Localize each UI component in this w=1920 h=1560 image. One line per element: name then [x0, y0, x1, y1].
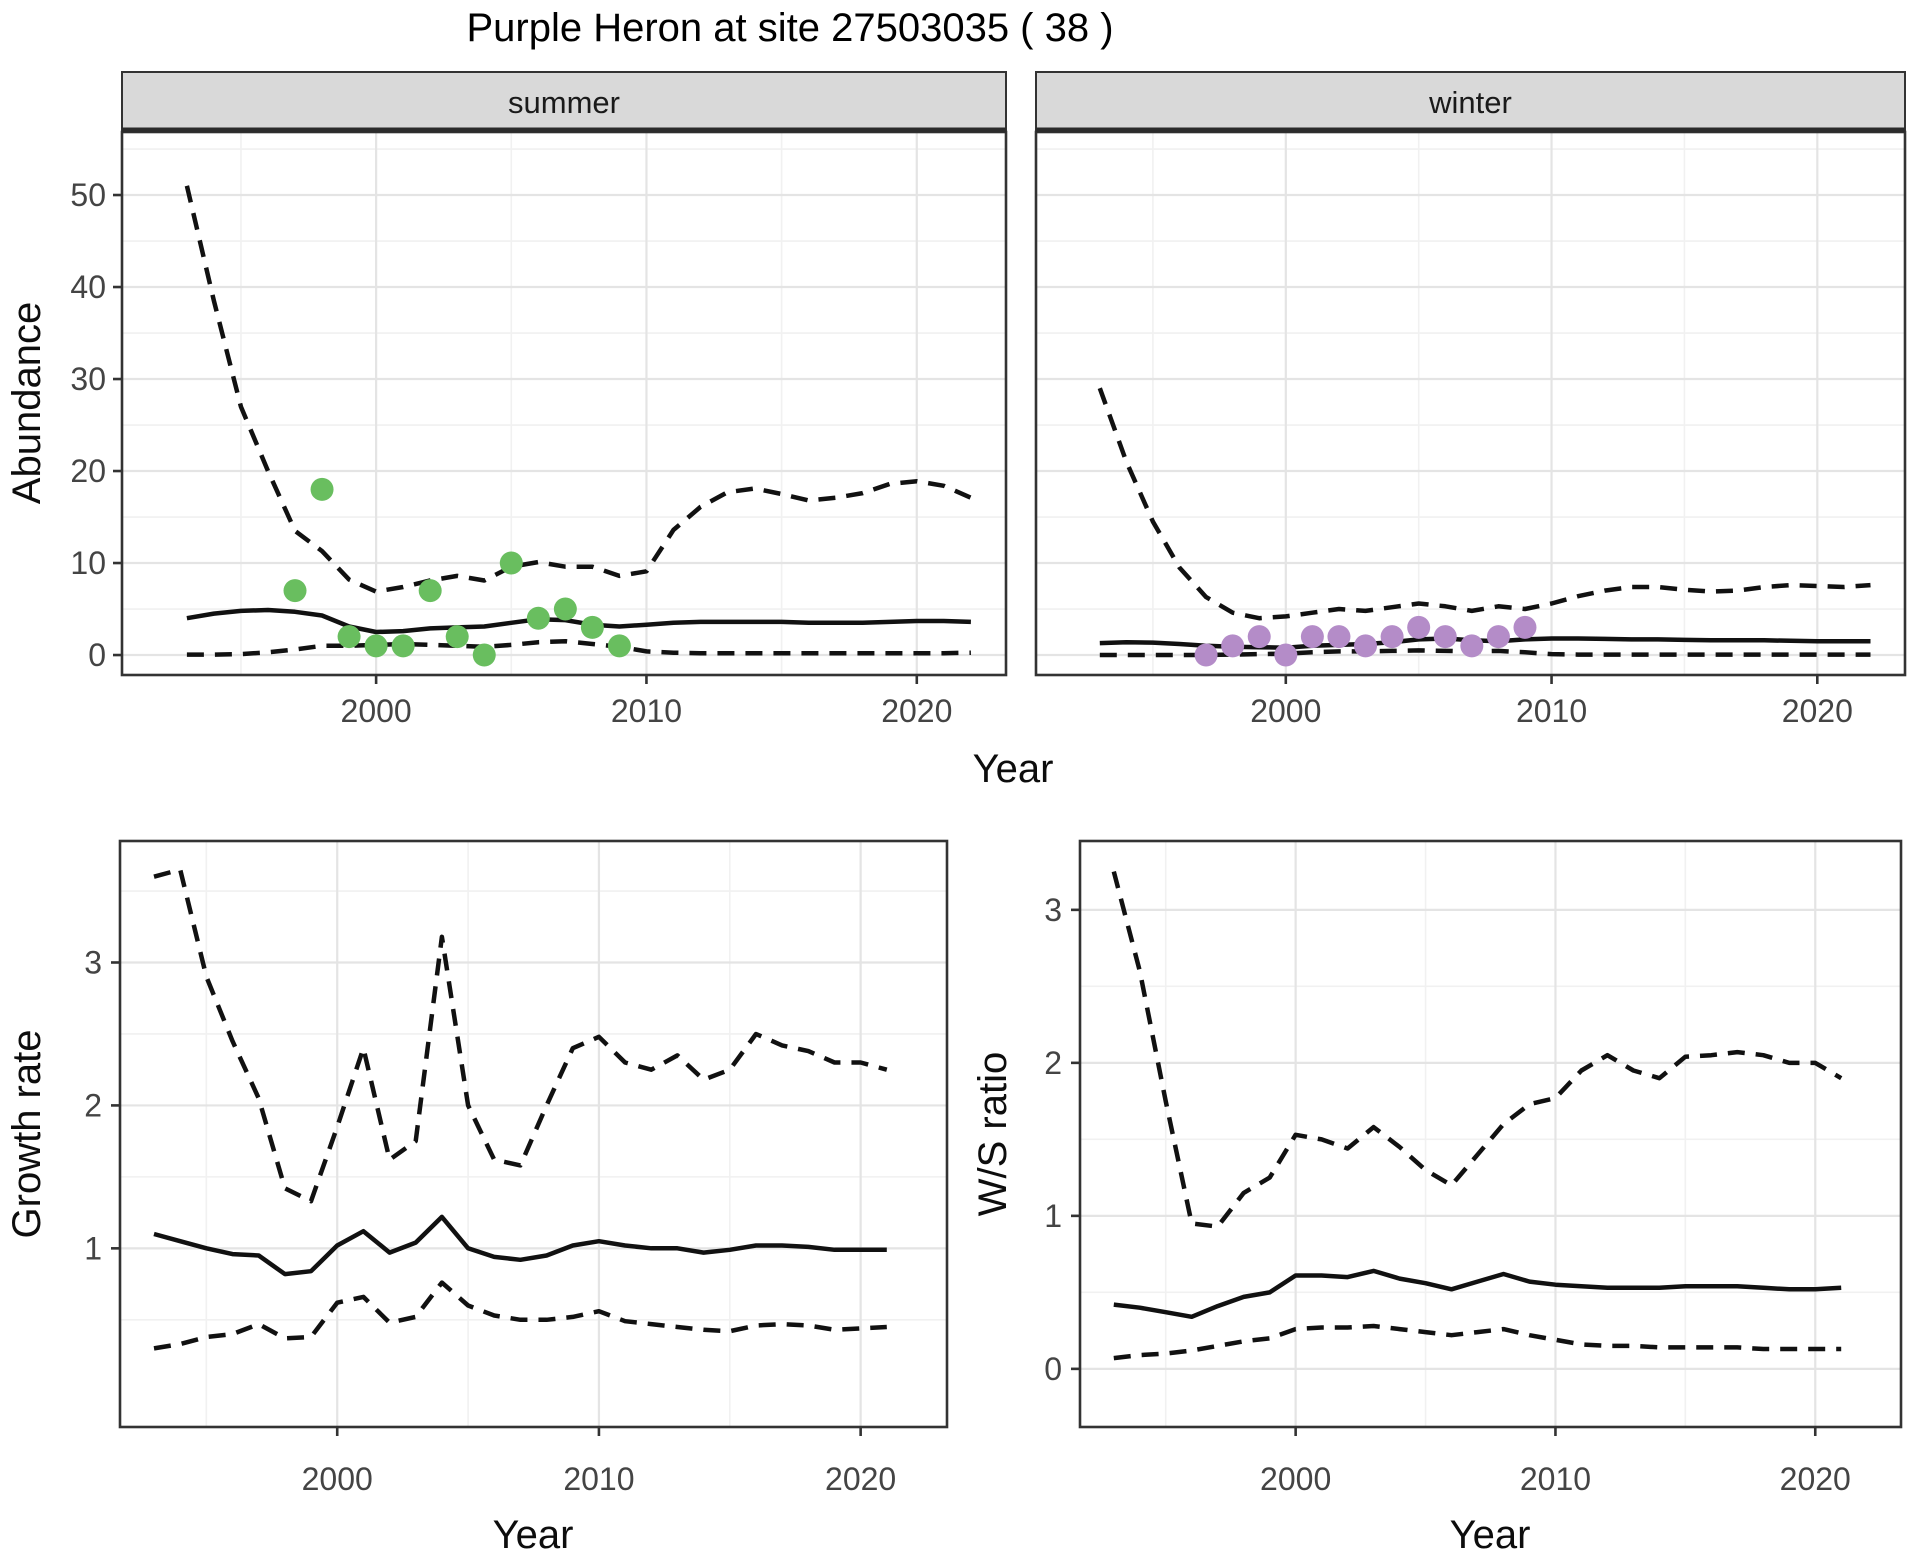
y-tick-label: 2 — [84, 1087, 102, 1123]
panel-background — [1036, 132, 1905, 675]
chart-title: Purple Heron at site 27503035 ( 38 ) — [466, 6, 1114, 50]
y-tick-label: 30 — [70, 361, 106, 397]
x-axis-title: Year — [493, 1513, 574, 1557]
winter-upper-credible-line — [1097, 387, 1871, 621]
observed-counts-winter-point — [1247, 625, 1271, 649]
observed-counts-summer-point — [472, 643, 496, 667]
observed-counts-summer-point — [580, 615, 604, 639]
observed-counts-summer-point — [418, 579, 442, 603]
x-tick-label: 2020 — [1782, 693, 1853, 729]
x-axis-title: Year — [1450, 1513, 1531, 1557]
median-fit-line — [153, 1214, 887, 1277]
observed-counts-winter-point — [1433, 625, 1457, 649]
summer-median-fit-line — [186, 607, 971, 635]
facet-strip — [1035, 71, 1906, 133]
observed-counts-summer-point — [391, 634, 415, 658]
x-tick-label: 2020 — [881, 693, 952, 729]
observed-counts-summer-point — [553, 597, 577, 621]
observed-counts-winter-point — [1300, 625, 1324, 649]
upper-credible-line — [1111, 871, 1843, 1229]
observed-counts-summer-point — [283, 579, 307, 603]
observed-counts-summer-point — [337, 625, 361, 649]
observed-counts-winter-point — [1194, 643, 1218, 667]
y-tick-label: 1 — [1044, 1198, 1062, 1234]
median-fit-line — [1113, 1268, 1842, 1320]
y-tick-label: 3 — [84, 944, 102, 980]
observed-counts-winter-point — [1274, 643, 1298, 667]
y-tick-label: 10 — [70, 545, 106, 581]
y-axis-title: Growth rate — [5, 1030, 49, 1239]
facet-strip — [121, 71, 1007, 133]
y-tick-label: 0 — [88, 637, 106, 673]
y-tick-label: 40 — [70, 269, 106, 305]
summer-lower-credible-line — [186, 638, 971, 657]
summer-upper-credible-line — [184, 185, 972, 594]
x-tick-label: 2010 — [1520, 1461, 1591, 1497]
x-tick-label: 2000 — [1260, 1461, 1331, 1497]
growth-rate-chart: 2000 2010 2020 1 2 3 Year Growth rate — [5, 839, 949, 1557]
panel-background — [120, 841, 947, 1427]
observed-counts-winter-point — [1327, 625, 1351, 649]
observed-counts-winter-point — [1221, 634, 1245, 658]
observed-counts-winter-point — [1486, 625, 1510, 649]
ws-ratio-chart: 2000 2010 2020 0 1 2 3 Year W/S ratio — [971, 839, 1903, 1557]
facet-strip-label: winter — [1428, 85, 1512, 120]
observed-counts-winter-point — [1460, 634, 1484, 658]
x-tick-label: 2000 — [1250, 693, 1321, 729]
lower-credible-line — [1113, 1323, 1842, 1361]
y-axis-title: Abundance — [5, 302, 49, 504]
y-tick-label: 50 — [70, 177, 106, 213]
observed-counts-winter-point — [1513, 615, 1537, 639]
panel-border — [1078, 839, 1903, 1429]
x-tick-label: 2010 — [563, 1461, 634, 1497]
y-axis-title: W/S ratio — [971, 1052, 1015, 1216]
y-tick-label: 2 — [1044, 1045, 1062, 1081]
x-tick-label: 2000 — [302, 1461, 373, 1497]
y-tick-label: 3 — [1044, 892, 1062, 928]
observed-counts-summer-point — [499, 551, 523, 575]
x-tick-label: 2020 — [825, 1461, 896, 1497]
observed-counts-summer-point — [526, 606, 550, 630]
panel-background — [1080, 841, 1901, 1427]
lower-credible-line — [153, 1280, 887, 1351]
y-tick-label: 0 — [1044, 1351, 1062, 1387]
observed-counts-summer-point — [310, 477, 334, 501]
observed-counts-winter-point — [1380, 625, 1404, 649]
x-tick-label: 2010 — [1516, 693, 1587, 729]
observed-counts-summer-point — [364, 634, 388, 658]
panel-border — [118, 839, 949, 1429]
x-tick-label: 2010 — [611, 693, 682, 729]
abundance-faceted-chart: 2000 2010 2020 0 10 20 30 40 50 summer 2000 2010 202… — [5, 71, 1907, 791]
upper-credible-line — [153, 867, 888, 1204]
x-tick-label: 2020 — [1780, 1461, 1851, 1497]
observed-counts-summer-point — [445, 625, 469, 649]
y-tick-label: 20 — [70, 453, 106, 489]
observed-counts-winter-point — [1354, 634, 1378, 658]
y-tick-label: 1 — [84, 1230, 102, 1266]
observed-counts-summer-point — [607, 634, 631, 658]
facet-strip-label: summer — [508, 85, 620, 120]
observed-counts-winter-point — [1407, 615, 1431, 639]
x-tick-label: 2000 — [341, 693, 412, 729]
panel-background — [122, 132, 1006, 675]
x-axis-title: Year — [973, 747, 1054, 791]
